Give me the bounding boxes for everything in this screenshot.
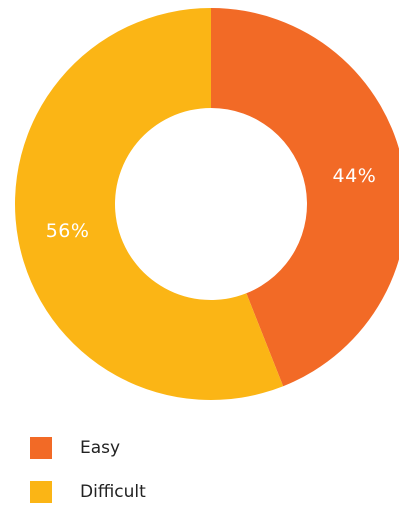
- legend-swatch-difficult: [30, 481, 52, 503]
- donut-chart: 44% 56%: [15, 8, 399, 400]
- legend-label-easy: Easy: [80, 438, 121, 458]
- legend-item-easy: Easy: [30, 437, 146, 459]
- donut-slice-difficult: [15, 8, 284, 400]
- legend-label-difficult: Difficult: [80, 482, 146, 502]
- legend-swatch-easy: [30, 437, 52, 459]
- legend-item-difficult: Difficult: [30, 481, 146, 503]
- donut-slices: [15, 8, 399, 400]
- slice-label-easy: 44%: [333, 165, 377, 187]
- donut-labels: 44% 56%: [46, 165, 377, 242]
- donut-slice-easy: [211, 8, 399, 387]
- chart-legend: Easy Difficult: [30, 437, 146, 512]
- slice-label-difficult: 56%: [46, 220, 90, 242]
